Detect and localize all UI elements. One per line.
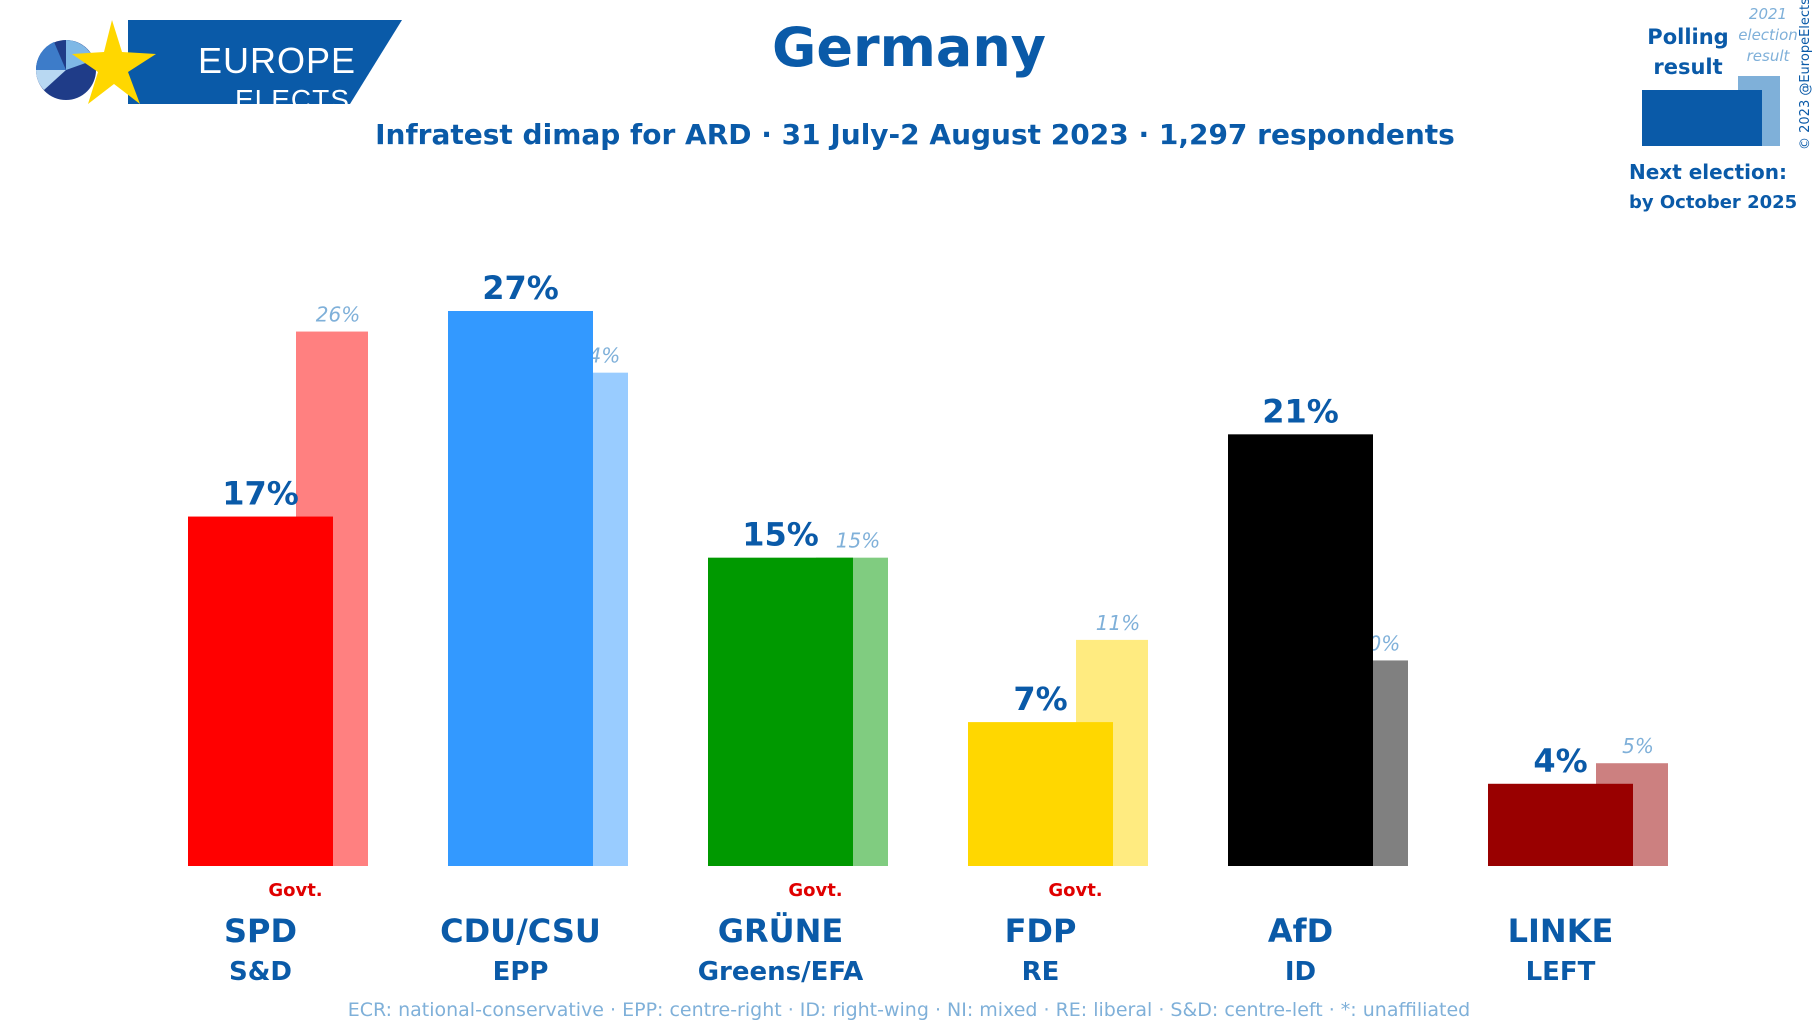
next-election-label: Next election: bbox=[1629, 160, 1787, 184]
chart-title: Germany bbox=[772, 16, 1046, 79]
chart-subtitle: Infratest dimap for ARD · 31 July-2 Augu… bbox=[375, 118, 1455, 151]
poll-bar bbox=[1488, 783, 1633, 866]
next-election-date: by October 2025 bbox=[1629, 192, 1798, 213]
election-value-label: 26% bbox=[316, 303, 360, 327]
poll-value-label: 27% bbox=[482, 269, 559, 307]
group-label: S&D bbox=[229, 957, 292, 987]
group-label: RE bbox=[1022, 957, 1060, 987]
poll-value-label: 15% bbox=[742, 516, 819, 554]
category-label: AfD bbox=[1268, 912, 1333, 950]
poll-bar bbox=[448, 311, 593, 866]
govt-label: Govt. bbox=[268, 880, 322, 901]
poll-value-label: 4% bbox=[1533, 742, 1587, 780]
poll-bar bbox=[708, 557, 853, 866]
poll-bar bbox=[1228, 434, 1373, 866]
legend-polling-label: Polling result bbox=[1647, 25, 1729, 79]
category-label: SPD bbox=[224, 912, 297, 950]
europe-elects-logo: EUROPE ELECTS bbox=[30, 18, 410, 115]
election-value-label: 5% bbox=[1622, 734, 1654, 758]
group-label: EPP bbox=[493, 957, 549, 987]
poll-value-label: 17% bbox=[222, 475, 299, 513]
logo-line1: EUROPE bbox=[198, 40, 357, 81]
group-label: Greens/EFA bbox=[698, 957, 864, 987]
category-label: FDP bbox=[1005, 912, 1077, 950]
category-label: LINKE bbox=[1508, 912, 1614, 950]
poll-value-label: 7% bbox=[1013, 680, 1067, 718]
legend-swatches bbox=[1642, 76, 1780, 146]
group-label: LEFT bbox=[1526, 957, 1596, 987]
logo-line2: ELECTS bbox=[235, 84, 350, 115]
legend-election-label: 2021 election result bbox=[1738, 5, 1798, 65]
group-label: ID bbox=[1285, 957, 1316, 987]
govt-label: Govt. bbox=[1048, 880, 1102, 901]
bar-chart: 26%17%Govt.SPDS&D24%27%CDU/CSUEPP15%15%G… bbox=[188, 269, 1668, 987]
govt-label: Govt. bbox=[788, 880, 842, 901]
poll-bar bbox=[188, 516, 333, 866]
category-label: CDU/CSU bbox=[440, 912, 601, 950]
poll-value-label: 21% bbox=[1262, 392, 1339, 430]
election-value-label: 15% bbox=[836, 529, 880, 553]
legend-polling-swatch bbox=[1642, 90, 1762, 146]
election-value-label: 11% bbox=[1096, 611, 1140, 635]
category-label: GRÜNE bbox=[718, 912, 844, 950]
poll-bar bbox=[968, 722, 1113, 866]
logo-graphic bbox=[35, 20, 402, 104]
footer-legend: ECR: national-conservative · EPP: centre… bbox=[347, 999, 1471, 1021]
